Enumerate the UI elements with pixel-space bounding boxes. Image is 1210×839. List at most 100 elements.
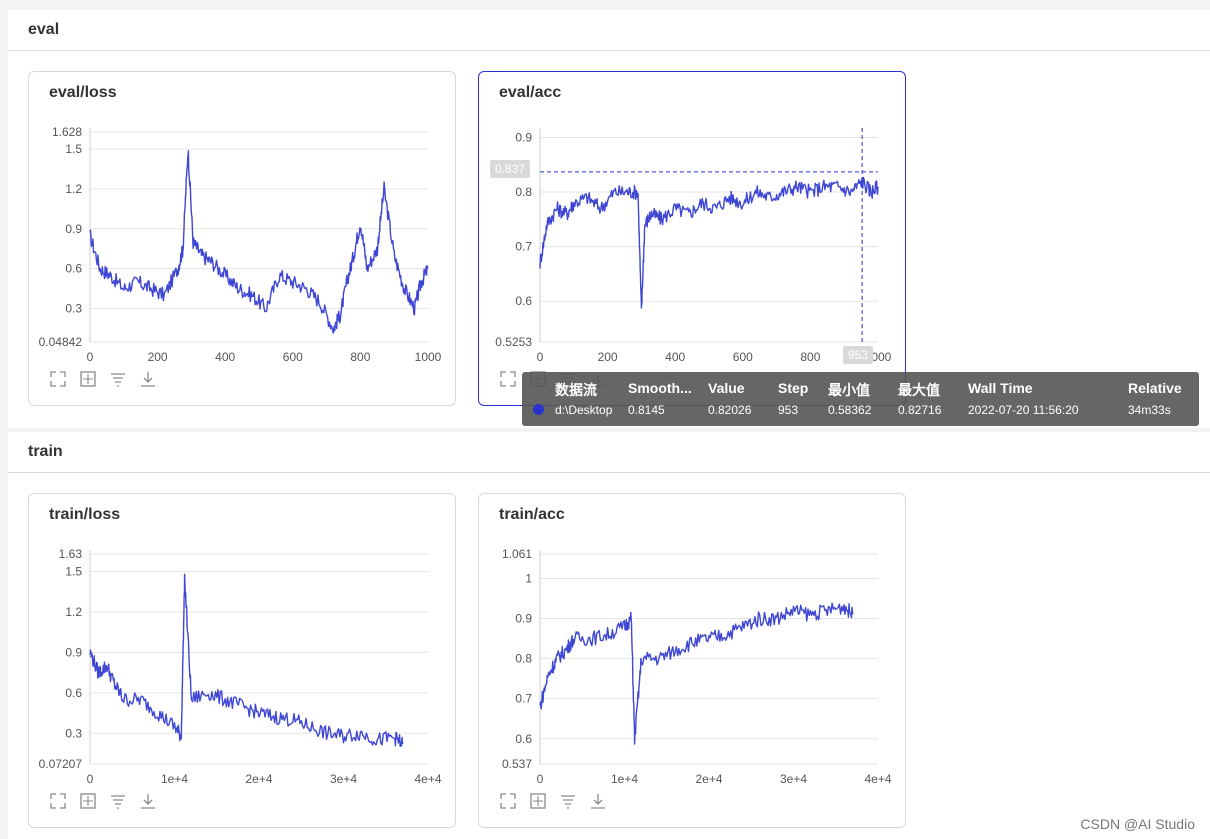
y-tick-label: 0.8	[515, 652, 532, 666]
line-chart[interactable]: 0.537 0.6 0.7 0.8 0.9 1 1.061 0 1e+4 2e+4 3e+4 4e+4	[479, 494, 907, 794]
x-tick-label: 600	[283, 350, 303, 364]
watermark: CSDN @AI Studio	[1080, 816, 1195, 832]
chart-title: eval/loss	[49, 84, 117, 101]
series-color-dot	[533, 404, 544, 415]
y-tick-label: 0.5253	[495, 335, 532, 349]
y-tick-label: 0.6	[65, 686, 82, 700]
fullscreen-icon[interactable]	[49, 370, 67, 388]
fit-view-icon[interactable]	[79, 370, 97, 388]
x-tick-label: 4e+4	[864, 772, 891, 786]
download-icon[interactable]	[139, 792, 157, 810]
download-icon[interactable]	[139, 370, 157, 388]
tooltip-value-relative: 34m33s	[1128, 403, 1171, 417]
tooltip-value-smooth: 0.8145	[628, 403, 665, 417]
tooltip-header-walltime: Wall Time	[968, 380, 1033, 396]
tooltip-value-stream: d:\Desktop	[555, 403, 613, 417]
y-tick-label: 0.3	[65, 726, 82, 740]
x-tick-label: 1e+4	[611, 772, 638, 786]
y-tick-label: 1.5	[65, 142, 82, 156]
tooltip-header-value: Value	[708, 380, 745, 396]
fit-view-icon[interactable]	[529, 792, 547, 810]
x-tick-label: 800	[350, 350, 370, 364]
y-tick-label: 1.628	[52, 125, 82, 139]
tooltip-header-stream: 数据流	[555, 382, 597, 398]
y-tick-label: 0.04842	[39, 335, 83, 349]
series-line	[539, 176, 879, 309]
chart-card-train-acc[interactable]: train/acc 0.537 0.6 0.7 0.8 0.9 1 1.061 0 1e+4 2e…	[478, 493, 906, 828]
y-tick-label: 0.6	[65, 262, 82, 276]
tooltip-header-max: 最大值	[898, 382, 940, 398]
x-tick-label: 1000	[415, 350, 442, 364]
chart-title: eval/acc	[499, 84, 562, 101]
series-line	[89, 150, 429, 334]
y-tick-label: 0.537	[502, 757, 532, 771]
x-tick-label: 200	[598, 350, 618, 364]
x-tick-label: 400	[215, 350, 235, 364]
filter-icon[interactable]	[109, 792, 127, 810]
y-tick-label: 0.9	[65, 645, 82, 659]
y-tick-label: 0.7	[515, 692, 532, 706]
y-tick-label: 1.2	[65, 605, 82, 619]
chart-card-eval-loss[interactable]: eval/loss 0.04842 0.3 0.6 0.9 1.2 1.5 1.628 0 20…	[28, 71, 456, 406]
series-line	[539, 602, 854, 745]
y-tick-label: 0.7	[515, 240, 532, 254]
y-tick-label: 1.061	[502, 547, 532, 561]
x-tick-label: 3e+4	[330, 772, 357, 786]
fullscreen-icon[interactable]	[49, 792, 67, 810]
x-tick-label: 3e+4	[780, 772, 807, 786]
x-tick-label: 0	[87, 772, 94, 786]
filter-icon[interactable]	[559, 792, 577, 810]
chart-title: train/acc	[499, 506, 565, 523]
line-chart[interactable]: 0.04842 0.3 0.6 0.9 1.2 1.5 1.628 0 200 400 600 800…	[29, 72, 457, 372]
y-tick-label: 1	[525, 571, 532, 585]
download-icon[interactable]	[589, 792, 607, 810]
tooltip-value-walltime: 2022-07-20 11:56:20	[968, 403, 1079, 417]
x-tick-label: 0	[537, 350, 544, 364]
filter-icon[interactable]	[109, 370, 127, 388]
chart-card-train-loss[interactable]: train/loss 0.07207 0.3 0.6 0.9 1.2 1.5 1.63 0 1e…	[28, 493, 456, 828]
tooltip-value-step: 953	[778, 403, 799, 417]
tooltip-header-step: Step	[778, 380, 809, 396]
y-tick-label: 0.3	[65, 302, 82, 316]
x-tick-label: 2e+4	[245, 772, 272, 786]
tooltip-value-max: 0.82716	[898, 403, 942, 417]
fit-view-icon[interactable]	[79, 792, 97, 810]
x-tick-label: 200	[148, 350, 168, 364]
hover-tooltip: 数据流 Smooth... Value Step 最小值 最大值 Wall Ti…	[522, 372, 1199, 426]
y-tick-label: 1.2	[65, 182, 82, 196]
tooltip-value-value: 0.82026	[708, 403, 752, 417]
y-tick-label: 0.07207	[39, 757, 83, 771]
y-tick-label: 0.9	[515, 612, 532, 626]
y-tick-label: 0.9	[515, 130, 532, 144]
y-tick-label: 0.6	[515, 732, 532, 746]
x-tick-label: 600	[733, 350, 753, 364]
hover-step-label: 953	[843, 346, 874, 364]
hover-value-label: 0.837	[490, 160, 531, 178]
fullscreen-icon[interactable]	[499, 370, 517, 388]
x-tick-label: 1e+4	[161, 772, 188, 786]
tooltip-header-smooth: Smooth...	[628, 380, 692, 396]
section-title: eval	[28, 21, 60, 38]
x-tick-label: 2e+4	[695, 772, 722, 786]
x-tick-label: 4e+4	[414, 772, 441, 786]
tooltip-value-min: 0.58362	[828, 403, 872, 417]
tooltip-header-relative: Relative	[1128, 380, 1182, 396]
y-tick-label: 0.9	[65, 222, 82, 236]
y-tick-label: 0.8	[515, 185, 532, 199]
y-tick-label: 0.6	[515, 294, 532, 308]
x-tick-label: 800	[800, 350, 820, 364]
chart-card-eval-acc[interactable]: eval/acc 0.5253 0.6 0.7 0.8 0.9 0 200 400 600 800…	[478, 71, 906, 406]
chart-title: train/loss	[49, 506, 121, 523]
x-tick-label: 400	[665, 350, 685, 364]
fullscreen-icon[interactable]	[499, 792, 517, 810]
x-tick-label: 0	[87, 350, 94, 364]
tooltip-header-min: 最小值	[828, 382, 870, 398]
line-chart[interactable]: 0.07207 0.3 0.6 0.9 1.2 1.5 1.63 0 1e+4 2e+4 3e+4 4…	[29, 494, 457, 794]
section-header[interactable]: train	[8, 432, 1210, 473]
y-tick-label: 1.5	[65, 565, 82, 579]
y-tick-label: 1.63	[59, 547, 83, 561]
section-header[interactable]: eval	[8, 10, 1210, 51]
section-title: train	[28, 443, 63, 460]
series-line	[89, 573, 404, 747]
